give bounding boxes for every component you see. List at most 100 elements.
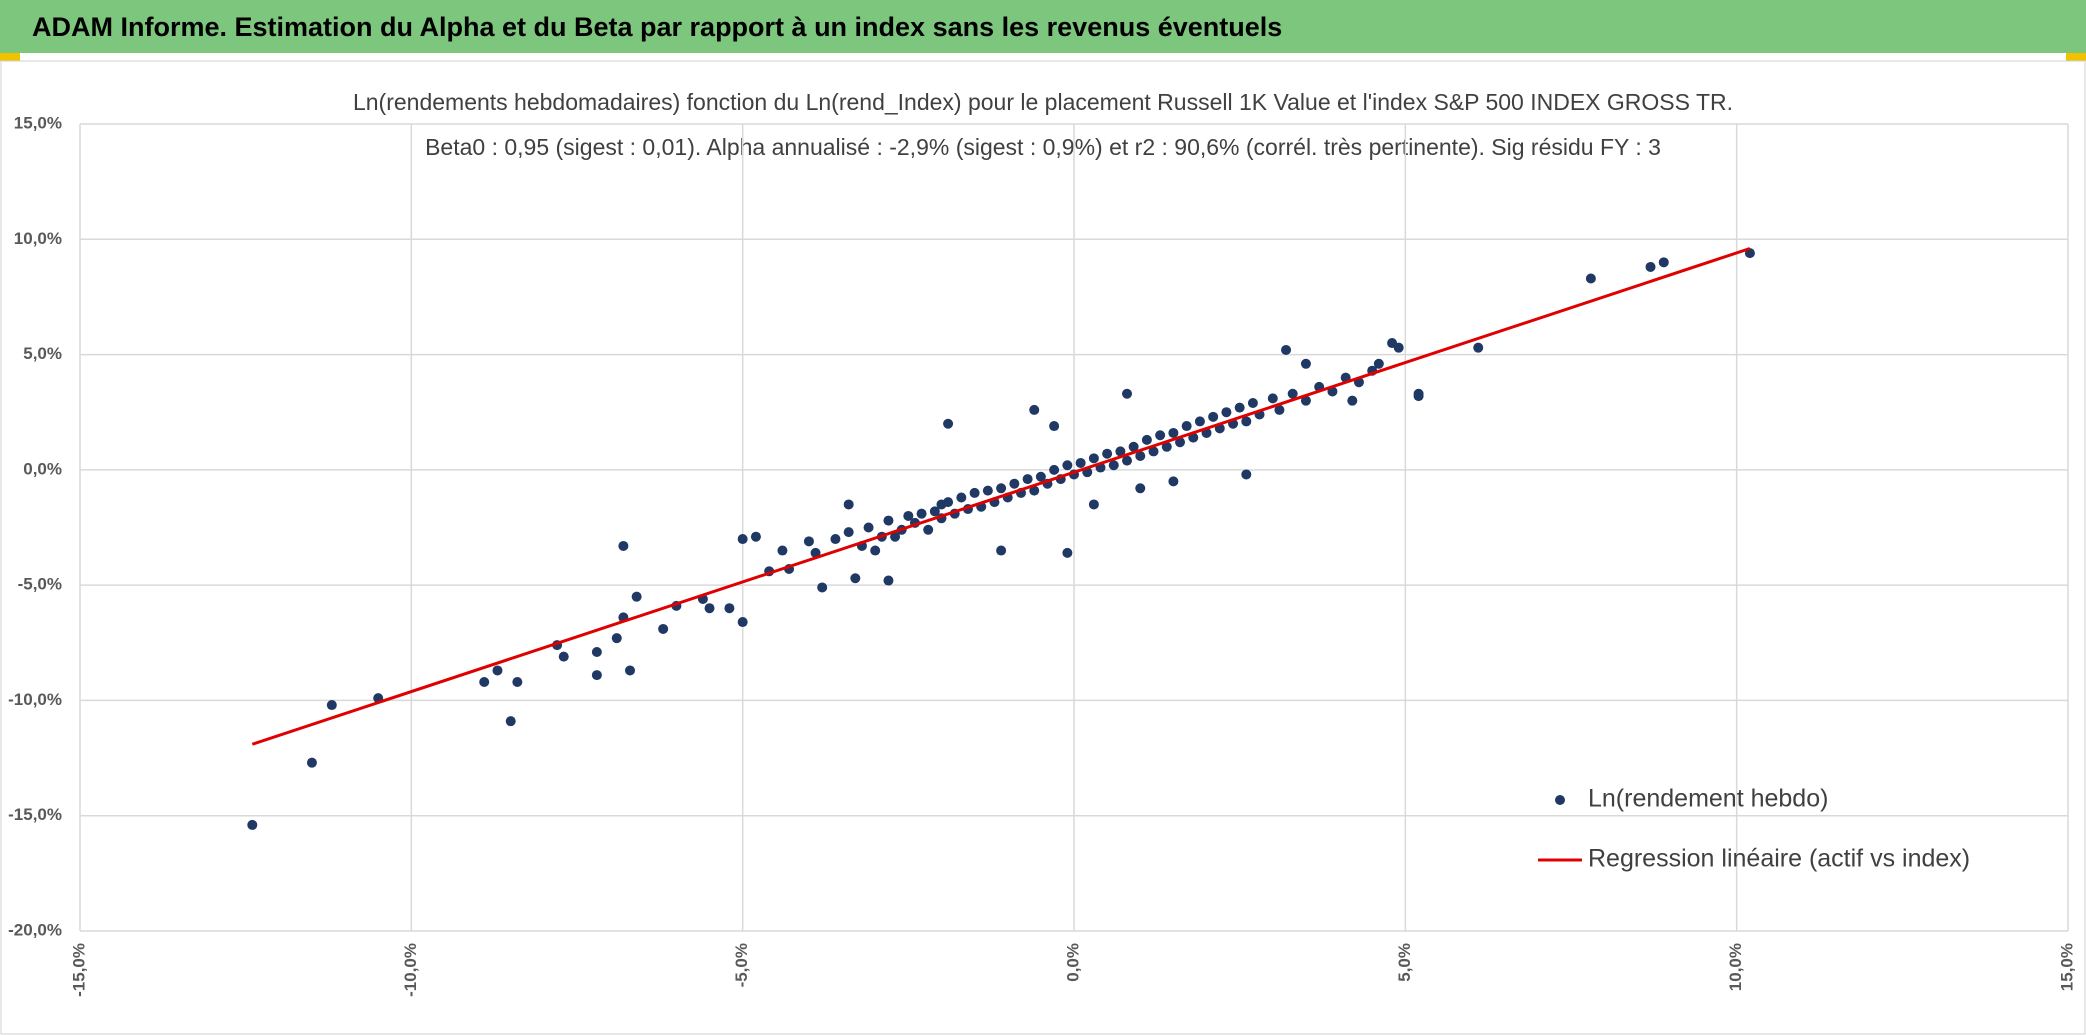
y-tick-label: 0,0% xyxy=(23,459,62,478)
scatter-point xyxy=(591,647,602,658)
scatter-point xyxy=(1122,388,1133,399)
scatter-point xyxy=(1267,393,1278,404)
scatter-point xyxy=(1049,464,1060,475)
scatter-point xyxy=(883,515,894,526)
y-tick-label: -20,0% xyxy=(8,920,62,939)
scatter-point xyxy=(1175,437,1186,448)
scatter-point xyxy=(724,603,735,614)
scatter-point xyxy=(1088,499,1099,510)
scatter-point xyxy=(1208,411,1219,422)
x-tick-label: 10,0% xyxy=(1726,943,1745,991)
chart-subtitle: Beta0 : 0,95 (sigest : 0,01). Alpha annu… xyxy=(425,134,1661,160)
scatter-point xyxy=(929,506,940,517)
scatter-point xyxy=(830,534,841,545)
scatter-point xyxy=(982,485,993,496)
corner-mark xyxy=(2066,53,2086,61)
y-tick-label: 10,0% xyxy=(14,229,62,248)
scatter-point xyxy=(618,540,629,551)
scatter-point xyxy=(1473,342,1484,353)
scatter-point xyxy=(850,573,861,584)
scatter-point xyxy=(1161,441,1172,452)
scatter-point xyxy=(591,670,602,681)
scatter-point xyxy=(890,531,901,542)
scatter-point xyxy=(1300,358,1311,369)
x-tick-label: -10,0% xyxy=(401,943,420,997)
scatter-point xyxy=(1241,469,1252,480)
header-title: ADAM Informe. Estimation du Alpha et du … xyxy=(32,12,1282,42)
scatter-point xyxy=(1234,402,1245,413)
scatter-point xyxy=(1168,427,1179,438)
scatter-point xyxy=(306,757,317,768)
x-tick-label: 5,0% xyxy=(1395,943,1414,982)
chart-frame xyxy=(0,60,2086,1035)
scatter-point xyxy=(1009,478,1020,489)
scatter-point xyxy=(1141,434,1152,445)
scatter-point xyxy=(1075,457,1086,468)
scatter-point xyxy=(1373,358,1384,369)
scatter-point xyxy=(1413,388,1424,399)
y-tick-label: -10,0% xyxy=(8,690,62,709)
scatter-point xyxy=(505,716,516,727)
scatter-point xyxy=(1135,451,1146,462)
legend-swatch xyxy=(1555,795,1565,805)
y-tick-label: 15,0% xyxy=(14,113,62,132)
y-tick-label: -15,0% xyxy=(8,805,62,824)
scatter-point xyxy=(1281,344,1292,355)
scatter-point xyxy=(863,522,874,533)
scatter-point xyxy=(1168,476,1179,487)
scatter-point xyxy=(843,527,854,538)
scatter-point xyxy=(1122,455,1133,466)
scatter-point xyxy=(810,547,821,558)
scatter-point xyxy=(750,531,761,542)
scatter-point xyxy=(1062,460,1073,471)
scatter-point xyxy=(916,508,927,519)
scatter-point xyxy=(1274,404,1285,415)
scatter-point xyxy=(1135,483,1146,494)
scatter-point xyxy=(1658,257,1669,268)
scatter-point xyxy=(737,617,748,628)
scatter-point xyxy=(247,819,258,830)
regression-line xyxy=(251,247,1751,746)
scatter-point xyxy=(803,536,814,547)
scatter-point xyxy=(1221,407,1232,418)
x-tick-label: 15,0% xyxy=(2057,943,2076,991)
legend-label: Ln(rendement hebdo) xyxy=(1588,785,1828,813)
scatter-point xyxy=(996,483,1007,494)
scatter-point xyxy=(1128,441,1139,452)
scatter-point xyxy=(1029,404,1040,415)
scatter-point xyxy=(956,492,967,503)
scatter-point xyxy=(1194,416,1205,427)
scatter-point xyxy=(1029,485,1040,496)
scatter-point xyxy=(704,603,715,614)
scatter-point xyxy=(883,575,894,586)
y-tick-label: 5,0% xyxy=(23,344,62,363)
x-tick-label: 0,0% xyxy=(1063,943,1082,982)
scatter-point xyxy=(631,591,642,602)
y-tick-label: -5,0% xyxy=(18,575,62,594)
scatter-point xyxy=(843,499,854,510)
scatter-point xyxy=(326,700,337,711)
scatter-point xyxy=(903,510,914,521)
chart-title: Ln(rendements hebdomadaires) fonction du… xyxy=(353,89,1733,115)
scatter-point xyxy=(558,651,569,662)
scatter-point xyxy=(658,623,669,634)
scatter-point xyxy=(1645,261,1656,272)
scatter-point xyxy=(943,497,954,508)
scatter-point xyxy=(1241,416,1252,427)
scatter-point xyxy=(479,676,490,687)
scatter-point xyxy=(1148,446,1159,457)
scatter-point xyxy=(870,545,881,556)
scatter-point xyxy=(1022,474,1033,485)
scatter-point xyxy=(1102,448,1113,459)
x-tick-label: -5,0% xyxy=(732,943,751,987)
scatter-point xyxy=(1287,388,1298,399)
x-tick-label: -15,0% xyxy=(69,943,88,997)
scatter-point xyxy=(1181,421,1192,432)
scatter-point xyxy=(1393,342,1404,353)
scatter-point xyxy=(817,582,828,593)
scatter-point xyxy=(512,676,523,687)
scatter-point xyxy=(1115,446,1126,457)
scatter-point xyxy=(492,665,503,676)
scatter-point xyxy=(969,487,980,498)
